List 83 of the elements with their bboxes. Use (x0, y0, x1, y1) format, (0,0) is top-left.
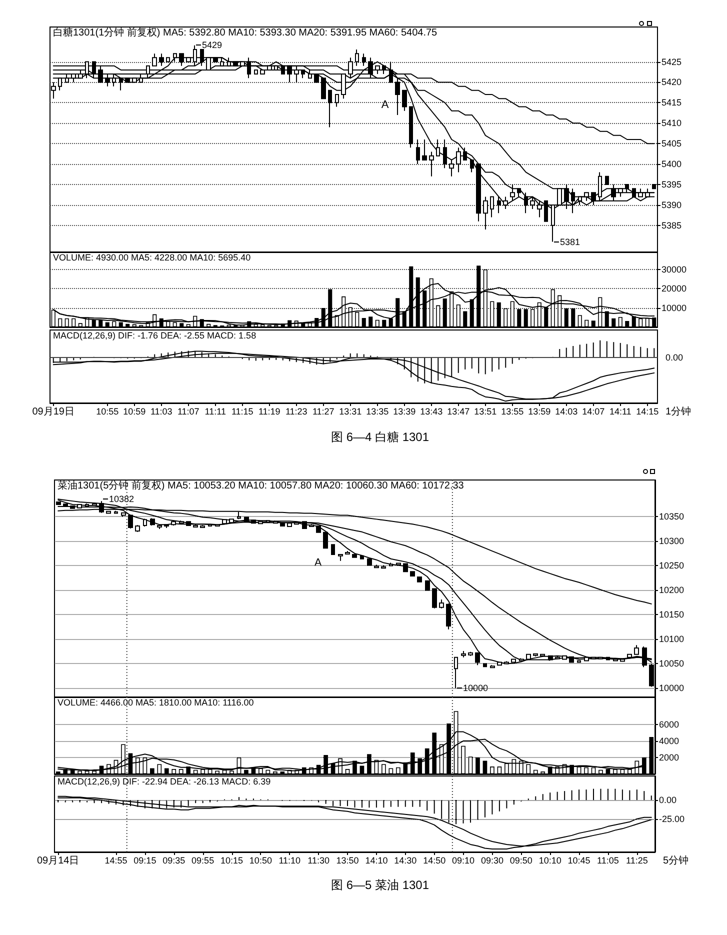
y-tick-label: 5390 (662, 200, 682, 210)
chart-title: 白糖1301(1分钟 前复权) MA5: 5392.80 MA10: 5393.30 MA20: 5391.95 MA60: 5404.75 (53, 26, 438, 38)
x-tick-label: 11:25 (626, 856, 648, 866)
chart-title: VOLUME: 4930.00 MA5: 4228.00 MA10: 5695.40 (53, 252, 251, 262)
x-tick-label: 09:55 (192, 856, 214, 866)
y-tick-label: -25.00 (659, 814, 685, 824)
x-tick-label: 13:47 (447, 406, 470, 416)
y-tick-label: 4000 (659, 736, 680, 746)
x-tick-label: 13:39 (393, 406, 416, 416)
x-tick-label: 13:50 (336, 856, 359, 866)
chart-title: VOLUME: 4466.00 MA5: 1810.00 MA10: 1116.00 (58, 698, 254, 708)
annotation: A (381, 99, 390, 111)
x-tick-label: 11:05 (597, 856, 619, 866)
annotation: 5381 (560, 237, 580, 247)
x-tick-label: 09月19日 (32, 406, 74, 418)
y-tick-label: 30000 (662, 264, 687, 274)
annotation: 10382 (109, 494, 134, 504)
y-tick-label: 2000 (659, 752, 680, 762)
chart-title: 菜油1301(5分钟 前复权) MA5: 10053.20 MA10: 10057.80 MA20: 10060.30 MA60: 10172.33 (58, 480, 464, 492)
y-tick-label: 10250 (659, 560, 684, 571)
x-tick-label: 11:23 (285, 406, 308, 416)
x-tick-label: 11:11 (204, 406, 226, 416)
x-tick-label: 13:43 (420, 406, 443, 416)
y-tick-label: 5400 (662, 159, 682, 170)
x-tick-label: 14:11 (609, 406, 632, 416)
y-tick-label: 5385 (662, 220, 682, 230)
x-tick-label: 11:27 (312, 406, 334, 416)
caption: 图 6—5 菜油 1301 (330, 878, 430, 892)
x-tick-label: 10:10 (538, 856, 562, 866)
x-tick-label: 13:35 (366, 406, 389, 416)
x-tick-label: 10:15 (220, 856, 244, 866)
y-tick-label: 5405 (662, 138, 682, 149)
y-tick-label: 10300 (659, 536, 684, 546)
x-tick-label: 14:07 (582, 406, 605, 416)
y-tick-label: 10000 (662, 302, 687, 313)
y-tick-label: 5425 (662, 56, 682, 67)
x-axis-title: 1分钟 (666, 406, 692, 418)
chart-title: MACD(12,26,9) DIF: -22.94 DEA: -26.13 MACD: 6.39 (58, 776, 271, 786)
x-tick-label: 13:31 (339, 406, 362, 416)
x-axis-title: 5分钟 (663, 854, 689, 866)
annotation: 10000 (463, 683, 488, 693)
x-tick-label: 13:55 (501, 406, 524, 416)
y-tick-label: 5420 (662, 77, 682, 88)
y-tick-label: 10200 (659, 585, 684, 596)
x-tick-label: 09:15 (134, 856, 156, 866)
chart-title: MACD(12,26,9) DIF: -1.76 DEA: -2.55 MACD: 1.58 (53, 330, 256, 340)
x-tick-label: 13:51 (474, 406, 497, 416)
x-tick-label: 09:35 (162, 856, 186, 866)
y-tick-label: 10150 (659, 610, 684, 620)
x-tick-label: 11:10 (278, 856, 301, 866)
y-tick-label: 10100 (659, 634, 684, 644)
x-tick-label: 14:55 (104, 856, 128, 866)
x-tick-label: 11:19 (258, 406, 280, 416)
x-tick-label: 14:30 (394, 856, 417, 866)
x-tick-label: 13:59 (528, 406, 551, 416)
y-tick-label: 6000 (659, 719, 680, 730)
x-tick-label: 14:10 (365, 856, 388, 866)
y-tick-label: 10350 (659, 512, 684, 522)
x-tick-label: 10:55 (96, 406, 119, 416)
y-tick-label: 5395 (662, 180, 682, 190)
x-tick-label: 09:30 (480, 856, 504, 866)
annotation: 5429 (202, 40, 222, 50)
x-tick-label: 14:03 (555, 406, 578, 416)
y-tick-label: 0.00 (659, 795, 677, 806)
y-tick-label: 10000 (659, 683, 684, 694)
x-tick-label: 14:15 (636, 406, 659, 416)
x-tick-label: 14:50 (423, 856, 446, 866)
x-tick-label: 10:45 (568, 856, 590, 866)
x-tick-label: 11:03 (150, 406, 172, 416)
annotation: A (314, 557, 322, 569)
x-tick-label: 10:50 (249, 856, 272, 866)
caption: 图 6—4 白糖 1301 (330, 430, 430, 444)
x-tick-label: 11:15 (231, 406, 254, 416)
x-tick-label: 11:07 (177, 406, 200, 416)
x-tick-label: 10:59 (123, 406, 146, 416)
x-tick-label: 09:10 (452, 856, 475, 866)
x-tick-label: 09月14日 (36, 856, 80, 866)
x-tick-label: 09:50 (510, 856, 532, 866)
y-tick-label: 5410 (662, 118, 682, 128)
y-tick-label: 10050 (659, 658, 684, 669)
y-tick-label: 5415 (662, 98, 682, 108)
y-tick-label: 20000 (662, 284, 687, 294)
x-tick-label: 11:30 (308, 856, 330, 866)
